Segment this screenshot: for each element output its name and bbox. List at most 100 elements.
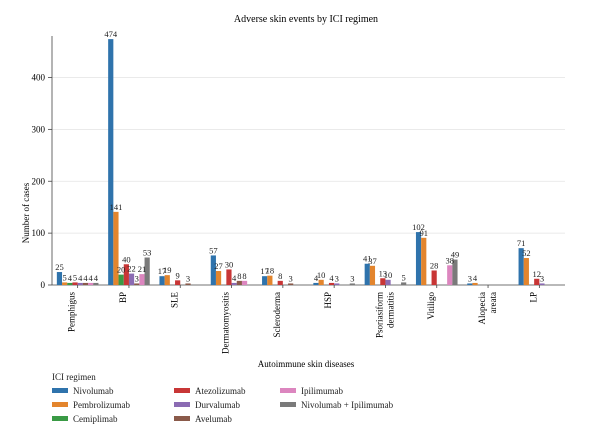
bar: [62, 282, 68, 285]
data-label: 8: [242, 271, 246, 281]
data-label: 27: [214, 261, 223, 271]
bar: [236, 280, 242, 285]
bar: [118, 274, 124, 285]
data-label: 19: [163, 265, 172, 275]
data-label: 4: [89, 273, 94, 283]
x-tick-label: Psoriasiform: [374, 292, 384, 338]
data-label: 4: [94, 273, 99, 283]
bar: [447, 265, 453, 285]
legend-label: Pembrolizumab: [73, 399, 130, 410]
data-label: 5: [73, 272, 77, 282]
bar: [128, 273, 135, 285]
legend-label: Durvalumab: [195, 399, 240, 410]
data-label: 8: [278, 271, 282, 281]
y-axis-label: Number of cases: [21, 182, 31, 243]
bar-chart: Adverse skin events by ICI regimen 0 100 2…: [21, 14, 565, 369]
x-tick-label: dermatitis: [385, 292, 395, 328]
bar: [113, 211, 119, 285]
bar: [385, 279, 391, 285]
data-label: 17: [158, 266, 167, 276]
legend-swatch: [52, 416, 68, 421]
legend-item: Nivolumab: [52, 385, 114, 396]
x-tick-label: Alopecia: [477, 292, 487, 324]
bar: [226, 269, 232, 285]
data-label: 3: [350, 273, 354, 283]
y-tick-label: 0: [41, 280, 46, 290]
data-label: 8: [237, 271, 241, 281]
bar: [210, 255, 216, 285]
y-tick-label: 400: [32, 73, 46, 83]
data-label: 37: [368, 256, 377, 266]
legend-swatch: [174, 402, 190, 407]
bar: [93, 282, 99, 285]
bar: [123, 264, 129, 285]
x-tick-label: Vitiligo: [426, 292, 436, 320]
data-label: 3: [289, 273, 293, 283]
legend-swatch: [174, 416, 190, 421]
legend-swatch: [280, 388, 296, 393]
bar: [262, 276, 268, 285]
bar: [472, 282, 478, 285]
bar: [369, 265, 376, 285]
data-label: 4: [314, 273, 319, 283]
data-label: 4: [78, 273, 83, 283]
bar: [288, 283, 294, 285]
legend-item: Pembrolizumab: [52, 399, 130, 410]
legend-swatch: [174, 388, 190, 393]
data-label: 9: [176, 270, 180, 280]
data-label: 21: [138, 264, 147, 274]
legend-swatch: [52, 402, 68, 407]
data-label: 38: [446, 255, 455, 265]
x-tick-label: areata: [488, 292, 498, 313]
x-tick-label: LP: [528, 292, 538, 303]
data-label: 30: [225, 259, 234, 269]
legend-label: Cemiplimab: [73, 413, 118, 424]
legend-item: Nivolumab + Ipilimumab: [280, 399, 393, 410]
bar: [401, 282, 407, 285]
data-label: 13: [379, 268, 388, 278]
y-tick-labels: 0 100 200 300 400: [32, 73, 46, 291]
data-label: 20: [117, 265, 126, 275]
bar: [518, 248, 524, 285]
legend-label: Ipilimumab: [301, 385, 343, 396]
data-label: 52: [522, 248, 531, 258]
legend-label: Avelumab: [195, 413, 232, 424]
data-label: 141: [110, 202, 123, 212]
y-tick-label: 300: [32, 124, 46, 134]
bar: [175, 280, 181, 285]
y-tick-label: 100: [32, 228, 46, 238]
data-label: 25: [55, 262, 64, 272]
chart-title: Adverse skin events by ICI regimen: [234, 14, 378, 25]
data-label: 4: [232, 273, 237, 283]
legend-swatch: [52, 388, 68, 393]
bar: [77, 282, 83, 285]
bar: [318, 279, 324, 285]
legend-item: Durvalumab: [174, 399, 240, 410]
bar: [185, 283, 191, 285]
legend-item: Atezolizumab: [174, 385, 245, 396]
bar: [88, 282, 94, 285]
data-label: 91: [420, 228, 429, 238]
data-label: 10: [384, 270, 393, 280]
bar: [328, 282, 335, 285]
data-label: 17: [260, 266, 269, 276]
data-label: 5: [63, 272, 67, 282]
axes: [48, 36, 565, 288]
bar: [452, 259, 458, 285]
data-label: 12: [533, 269, 542, 279]
bar: [139, 274, 145, 285]
data-label: 22: [127, 264, 136, 274]
legend-item: Ipilimumab: [280, 385, 343, 396]
bar: [134, 283, 140, 285]
bar: [277, 280, 283, 285]
data-label: 18: [266, 266, 275, 276]
gridlines: [52, 77, 565, 234]
bar: [539, 283, 545, 285]
bar: [72, 282, 78, 285]
bar: [334, 283, 340, 285]
data-label: 57: [209, 245, 218, 255]
x-tick-labels: Pemphigus BP SLE Dermatomyositis Scleroderma…: [67, 292, 539, 354]
x-tick-label: Dermatomyositis: [221, 292, 231, 354]
bar: [144, 257, 150, 285]
